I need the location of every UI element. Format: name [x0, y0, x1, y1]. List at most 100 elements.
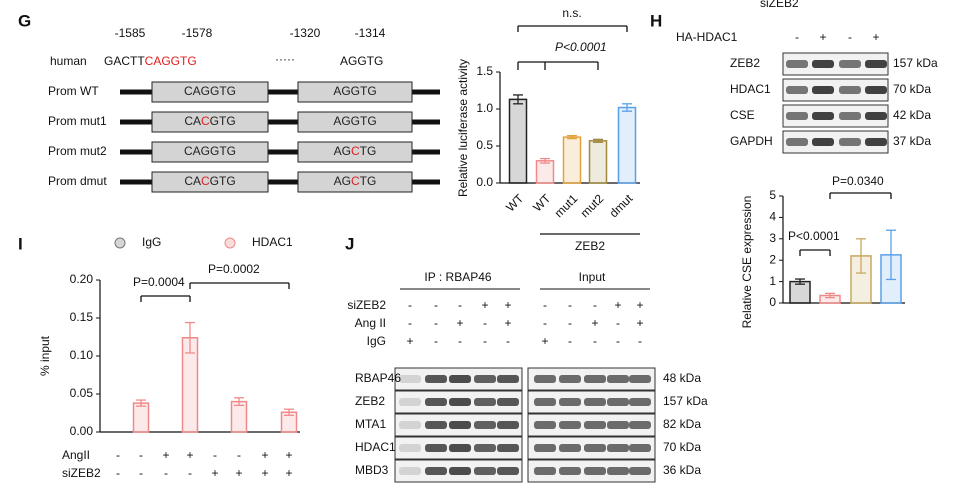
- error-bar: [593, 138, 603, 143]
- annotation: P=0.0004: [133, 275, 185, 289]
- band: [497, 467, 519, 475]
- band: [425, 421, 447, 429]
- band: [629, 444, 651, 452]
- legend-label: HDAC1: [252, 235, 293, 249]
- site-segment: GTG: [210, 174, 236, 188]
- blot-size: 157 kDa: [893, 56, 938, 70]
- band: [534, 421, 556, 429]
- band: [399, 467, 421, 475]
- condition-name: siZEB2: [347, 298, 386, 312]
- y-tick-label: 1.5: [476, 64, 493, 78]
- condition-sign: +: [186, 448, 193, 462]
- lane-sign: -: [848, 30, 852, 44]
- band: [584, 375, 606, 383]
- bar: [508, 98, 528, 184]
- x-tick-label: dmut: [607, 191, 636, 220]
- blot-row-name: HDAC1: [355, 440, 396, 454]
- blot-size: 37 kDa: [893, 134, 931, 148]
- condition-sign: -: [616, 334, 620, 348]
- band: [865, 60, 887, 68]
- band: [474, 467, 496, 475]
- band: [534, 467, 556, 475]
- band: [399, 398, 421, 406]
- site-segment: AG: [334, 144, 351, 158]
- blot-box: [782, 104, 889, 128]
- band: [839, 86, 861, 94]
- blot-box: [782, 52, 889, 76]
- condition-sign: -: [543, 316, 547, 330]
- band: [812, 138, 834, 146]
- condition-sign: +: [406, 334, 413, 348]
- band: [399, 375, 421, 383]
- site-segment: C: [201, 114, 210, 128]
- band: [449, 421, 471, 429]
- band: [559, 421, 581, 429]
- band: [786, 138, 808, 146]
- error-bar: [136, 399, 146, 407]
- lane-sign: +: [872, 30, 879, 44]
- condition-sign: -: [116, 466, 120, 480]
- site-segment: C: [201, 174, 210, 188]
- band: [425, 375, 447, 383]
- band: [607, 467, 629, 475]
- panel-label: H: [650, 11, 662, 30]
- condition-sign: -: [408, 316, 412, 330]
- y-tick-label: 0.10: [70, 348, 94, 362]
- blot-size: 70 kDa: [663, 440, 701, 454]
- panel-label: I: [18, 234, 23, 253]
- site-sequence: AGCTG: [334, 174, 377, 188]
- bar: [230, 400, 248, 433]
- band: [474, 398, 496, 406]
- condition-sign: -: [237, 448, 241, 462]
- band: [449, 398, 471, 406]
- site-segment: TG: [360, 174, 377, 188]
- band: [425, 398, 447, 406]
- condition-sign: +: [591, 316, 598, 330]
- error-bar: [234, 397, 244, 407]
- site-sequence: CAGGTG: [184, 84, 236, 98]
- error-bar: [886, 229, 896, 281]
- sequence: GACTTCAGGTG: [104, 54, 197, 68]
- condition-sign: -: [434, 298, 438, 312]
- band: [584, 398, 606, 406]
- band: [865, 138, 887, 146]
- condition-sign: -: [593, 334, 597, 348]
- y-tick-label: 1.0: [476, 101, 493, 115]
- site-box: [151, 111, 269, 133]
- y-tick-label: 5: [769, 188, 776, 202]
- band: [425, 467, 447, 475]
- condition-sign: -: [638, 334, 642, 348]
- condition-sign: -: [483, 316, 487, 330]
- band: [474, 421, 496, 429]
- condition-sign: +: [285, 448, 292, 462]
- seq-site: CAGGTG: [145, 54, 197, 68]
- error-bar: [622, 103, 632, 112]
- band: [812, 86, 834, 94]
- error-bar: [513, 94, 523, 105]
- annotation: n.s.: [562, 6, 581, 20]
- condition-sign: +: [504, 316, 511, 330]
- condition-sign: +: [162, 448, 169, 462]
- condition-sign: -: [139, 466, 143, 480]
- blot-row-name: MBD3: [355, 463, 389, 477]
- bar: [562, 136, 582, 184]
- y-tick-label: 1: [769, 274, 776, 288]
- band: [607, 398, 629, 406]
- error-bar: [795, 278, 805, 285]
- condition-sign: +: [636, 316, 643, 330]
- condition-sign: +: [481, 298, 488, 312]
- error-bar: [825, 292, 835, 299]
- construct-name: Prom mut2: [48, 144, 107, 158]
- condition-sign: +: [285, 466, 292, 480]
- band: [584, 444, 606, 452]
- construct-name: Prom mut1: [48, 114, 107, 128]
- band: [607, 375, 629, 383]
- band: [559, 444, 581, 452]
- condition-sign: +: [261, 466, 268, 480]
- condition-sign: +: [636, 298, 643, 312]
- seq-site: AGGTG: [340, 54, 383, 68]
- bar: [588, 140, 608, 184]
- band: [497, 421, 519, 429]
